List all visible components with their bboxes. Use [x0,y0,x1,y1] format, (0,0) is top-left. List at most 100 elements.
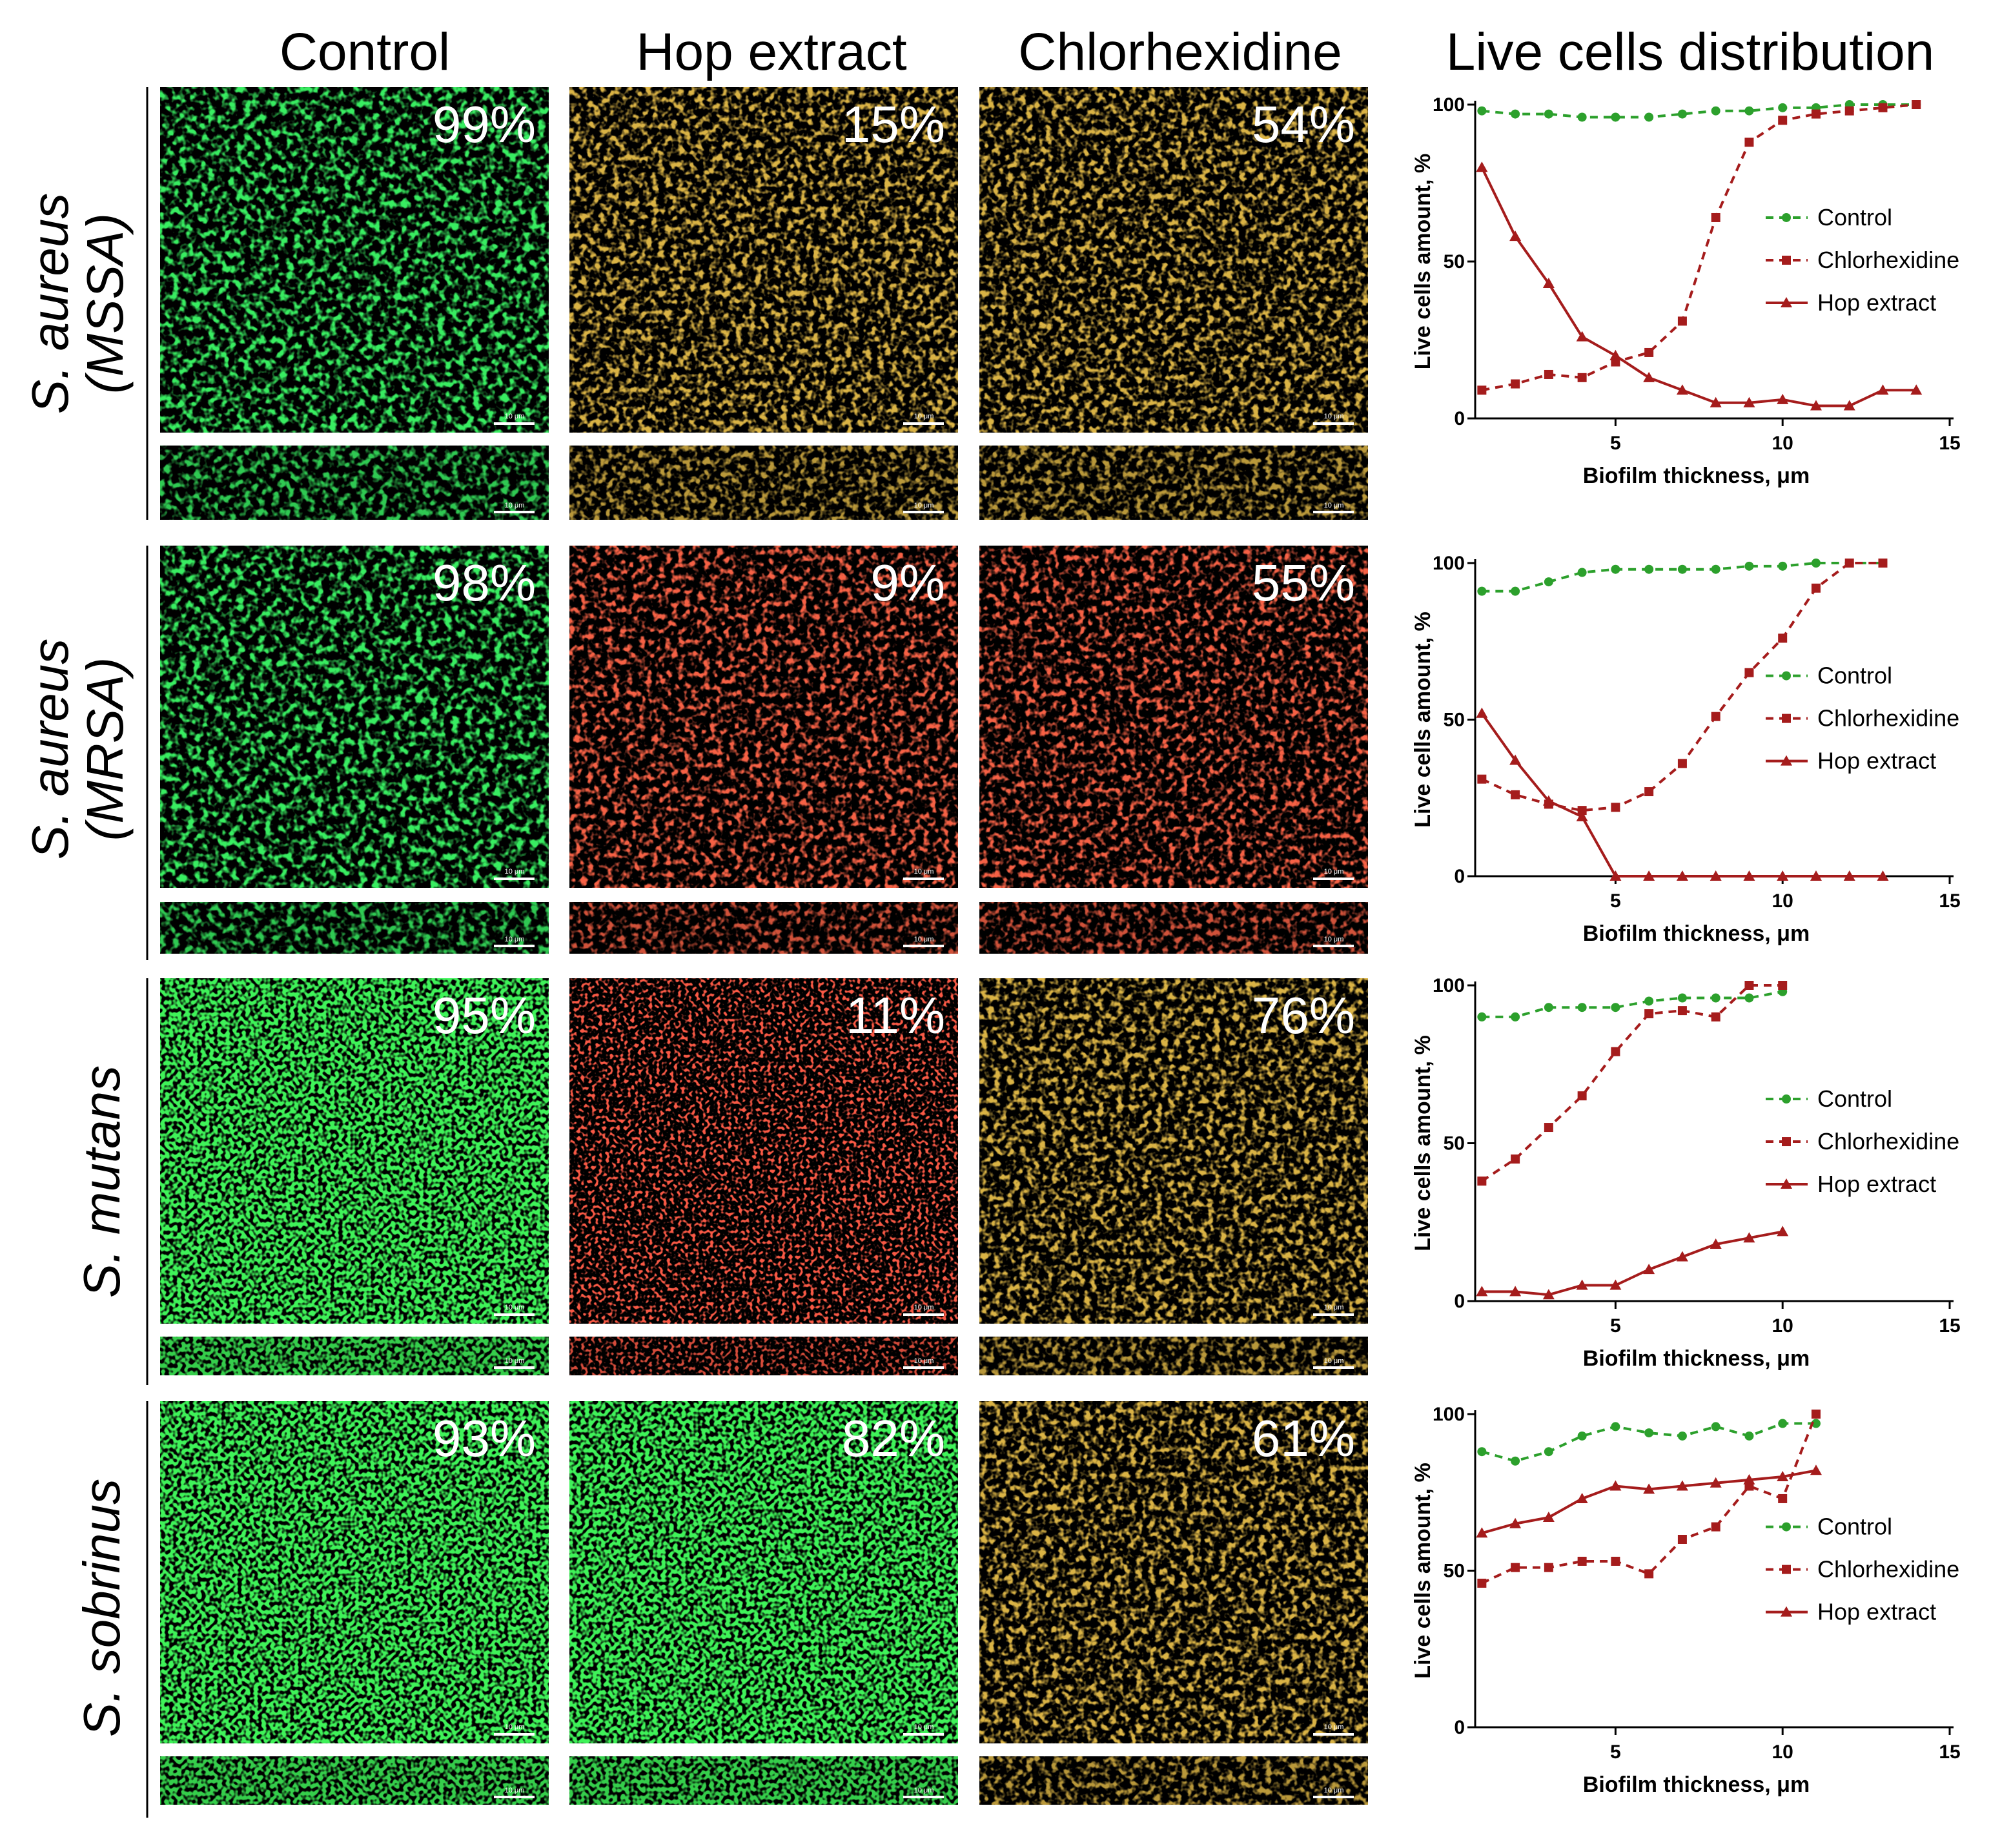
legend-item: Chlorhexidine [1766,705,1959,732]
legend-item: Hop extract [1766,1599,1936,1625]
data-point [1676,1251,1688,1262]
legend-label: Control [1817,1514,1892,1540]
data-point [1544,577,1553,587]
cell-texture [160,978,549,1324]
series-chlorhexidine [1477,1410,1821,1588]
cell-texture [979,546,1368,888]
cross-section-image: 10 μm [569,902,958,954]
data-point [1577,1091,1587,1101]
data-point [1544,1563,1553,1572]
legend-item: Hop extract [1766,748,1936,774]
data-point [1611,803,1620,812]
data-point [1912,100,1921,109]
legend: Control Chlorhexidine Hop extract [1766,1514,1959,1625]
data-point [1777,393,1789,404]
data-point [1577,1003,1587,1012]
data-point [1877,870,1889,881]
y-tick-label: 50 [1444,1561,1465,1582]
data-point [1710,870,1722,881]
legend-item: Control [1766,204,1892,231]
data-point [1611,1003,1620,1012]
cross-section-image: 10 μm [569,1337,958,1375]
data-point [1644,1428,1654,1438]
y-tick-label: 0 [1454,1291,1465,1312]
legend-item: Hop extract [1766,289,1936,316]
data-point [1677,109,1687,119]
data-point [1744,1431,1754,1441]
data-point [1511,1456,1520,1466]
x-tick-label: 15 [1939,433,1960,454]
data-point [1778,561,1788,571]
data-point [1511,1154,1520,1164]
row-label: S. aureus(MSSA) [21,193,134,414]
series-control [1477,559,1888,596]
scale-bar-label: 10 μm [1324,1787,1344,1794]
data-point [1711,1012,1720,1022]
legend-label: Hop extract [1817,1599,1936,1625]
row-label-species: S. mutans [73,1065,130,1298]
cell-texture [979,1401,1368,1743]
series-line [1482,103,1917,119]
scale-bar-label: 10 μm [505,1787,525,1794]
cross-section-image: 10 μm [160,1337,549,1375]
data-point [1811,559,1821,568]
column-headers: Control Hop extract Chlorhexidine Live c… [280,23,1934,81]
col-header-hop-extract: Hop extract [636,23,907,81]
data-point [1782,255,1791,265]
legend: Control Chlorhexidine Hop extract [1766,204,1959,316]
live-cells-percentage: 15% [842,96,945,153]
live-cells-percentage: 95% [433,987,536,1044]
data-point [1577,568,1587,577]
data-point [1676,1480,1688,1491]
cross-section-image: 10 μm [979,902,1368,954]
col-header-chlorhexidine: Chlorhexidine [1018,23,1342,81]
data-point [1711,106,1720,116]
x-tick-label: 10 [1772,1741,1793,1763]
x-tick-label: 10 [1772,433,1793,454]
data-point [1782,1522,1791,1532]
data-point [1477,1012,1487,1022]
data-point [1509,1517,1522,1528]
data-point [1677,1535,1687,1544]
data-point [1477,385,1487,395]
data-point [1511,109,1520,119]
y-tick-label: 0 [1454,866,1465,887]
microscopy-image: 93% 10 μm [160,1401,549,1743]
cross-section-texture [569,1756,958,1805]
data-point [1477,1447,1487,1457]
scale-bar-label: 10 μm [505,1304,525,1311]
data-point [1744,561,1754,571]
cross-section-image: 10 μm [160,902,549,954]
data-point [1710,1238,1722,1249]
data-point [1609,349,1622,360]
x-axis-label: Biofilm thickness, μm [1583,1346,1810,1371]
live-cells-percentage: 9% [870,554,945,611]
series-line [1482,990,1783,1018]
series-control [1477,1419,1821,1466]
cross-section-image: 10 μm [979,1756,1368,1805]
scale-bar-label: 10 μm [914,1357,934,1365]
data-point [1778,633,1788,643]
data-point [1711,712,1720,721]
series-chlorhexidine [1477,100,1921,395]
data-point [1476,1286,1488,1297]
row-label-species: S. aureus [21,639,79,859]
line-chart: 0 50 100 5 10 15 Biofilm thickness, μm Live cel… [1411,94,1961,488]
legend-item: Chlorhexidine [1766,247,1959,273]
series-chlorhexidine [1477,981,1788,1186]
data-point [1644,564,1654,574]
live-cells-percentage: 61% [1252,1410,1355,1467]
cross-section-image: 10 μm [979,1337,1368,1375]
cross-section-image: 10 μm [160,446,549,520]
legend-label: Control [1817,204,1892,231]
data-point [1477,106,1487,116]
data-point [1511,586,1520,596]
scale-bar-label: 10 μm [914,1304,934,1311]
y-tick-label: 0 [1454,408,1465,429]
data-point [1677,993,1687,1003]
scale-bar-label: 10 μm [914,502,934,509]
series-line [1482,1230,1783,1297]
microscopy-image: 98% 10 μm [160,546,549,888]
data-point [1777,870,1789,881]
cross-section-image: 10 μm [569,1756,958,1805]
